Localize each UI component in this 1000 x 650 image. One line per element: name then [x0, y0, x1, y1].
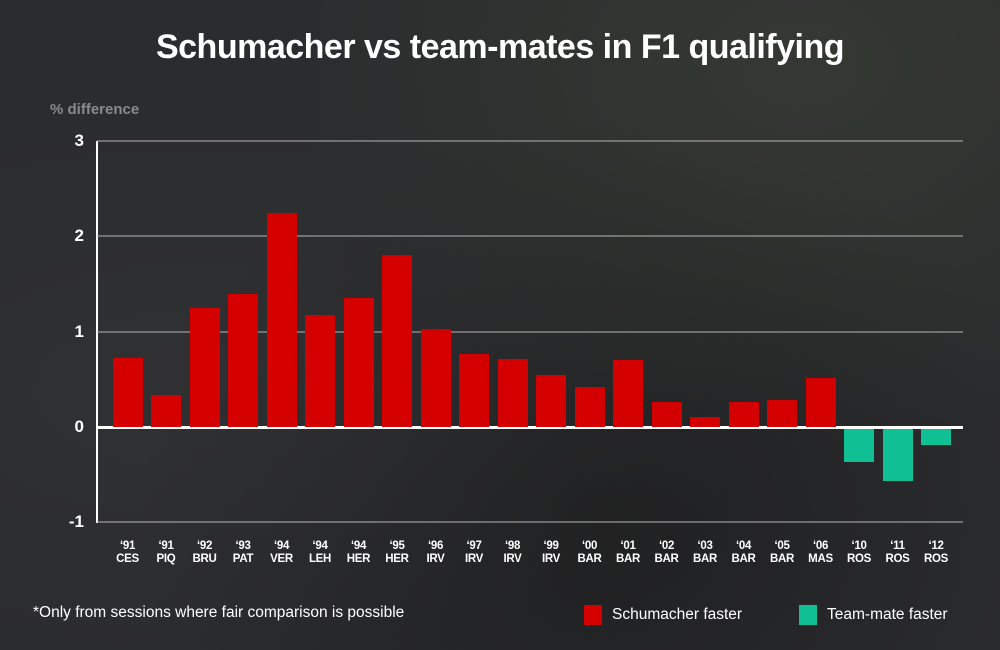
- bar: [536, 374, 566, 427]
- bar: [420, 328, 451, 427]
- x-tick-label: ‘94 HER: [346, 540, 371, 565]
- bar: [382, 255, 412, 427]
- bar: [459, 353, 489, 427]
- x-tick-label: ‘97 IRV: [464, 540, 484, 565]
- bar: [651, 402, 682, 427]
- x-tick-label: ‘02 BAR: [654, 540, 679, 565]
- legend-swatch-schumacher: [584, 605, 602, 625]
- gridline: [97, 235, 963, 238]
- x-tick-label: ‘91 PIQ: [156, 540, 176, 565]
- y-tick-label: 1: [74, 321, 84, 341]
- legend-label-schumacher: Schumacher faster: [612, 606, 743, 623]
- bar: [189, 307, 220, 427]
- y-tick-label: 3: [74, 131, 84, 151]
- x-tick-label: ‘03 BAR: [692, 540, 717, 565]
- x-tick-label: ‘95 HER: [385, 540, 409, 565]
- bar: [882, 429, 913, 482]
- bar: [112, 358, 143, 427]
- bar: [266, 212, 297, 427]
- y-tick-label: -1: [68, 512, 84, 532]
- bar: [497, 359, 528, 427]
- x-tick-label: ‘01 BAR: [615, 540, 640, 565]
- bar: [613, 360, 643, 427]
- bar: [844, 429, 874, 463]
- x-tick-label: ‘99 IRV: [541, 540, 561, 565]
- x-tick-label: ‘94 VER: [270, 540, 293, 565]
- legend-swatch-teammate: [799, 605, 817, 625]
- x-tick-label: ‘94 LEH: [308, 540, 332, 565]
- x-tick-label: ‘91 CES: [116, 540, 139, 565]
- y-axis-label: % difference: [50, 101, 140, 118]
- zero-line: [97, 426, 963, 429]
- x-tick-label: ‘98 IRV: [503, 540, 522, 565]
- footnote: *Only from sessions where fair compariso…: [33, 604, 405, 621]
- bar: [151, 394, 181, 427]
- y-tick-label: 0: [74, 417, 84, 436]
- bar: [343, 298, 374, 427]
- x-tick-label: ‘06 MAS: [808, 540, 833, 565]
- x-tick-label: ‘10 ROS: [846, 540, 872, 565]
- gridline: [97, 330, 963, 333]
- legend-label-teammate: Team-mate faster: [827, 606, 948, 623]
- bar: [921, 429, 951, 446]
- x-tick-label: ‘11 ROS: [885, 540, 910, 565]
- x-tick-label: ‘92 BRU: [192, 540, 217, 565]
- y-tick-label: 2: [74, 226, 84, 246]
- bar: [805, 378, 836, 427]
- x-tick-label: ‘93 PAT: [232, 540, 254, 565]
- chart-title: Schumacher vs team-mates in F1 qualifyin…: [155, 28, 845, 66]
- bar: [767, 400, 797, 427]
- x-tick-label: ‘04 BAR: [731, 540, 756, 565]
- x-tick-label: ‘12 ROS: [923, 540, 949, 565]
- x-tick-label: ‘00 BAR: [577, 540, 602, 565]
- bar: [690, 417, 720, 427]
- bar: [728, 402, 759, 427]
- gridline: [97, 521, 963, 524]
- x-tick-label: ‘96 IRV: [426, 540, 445, 565]
- bar: [228, 293, 258, 427]
- x-tick-label: ‘05 BAR: [769, 540, 794, 565]
- bar: [574, 386, 605, 427]
- bar: [305, 315, 335, 427]
- gridline: [97, 140, 963, 143]
